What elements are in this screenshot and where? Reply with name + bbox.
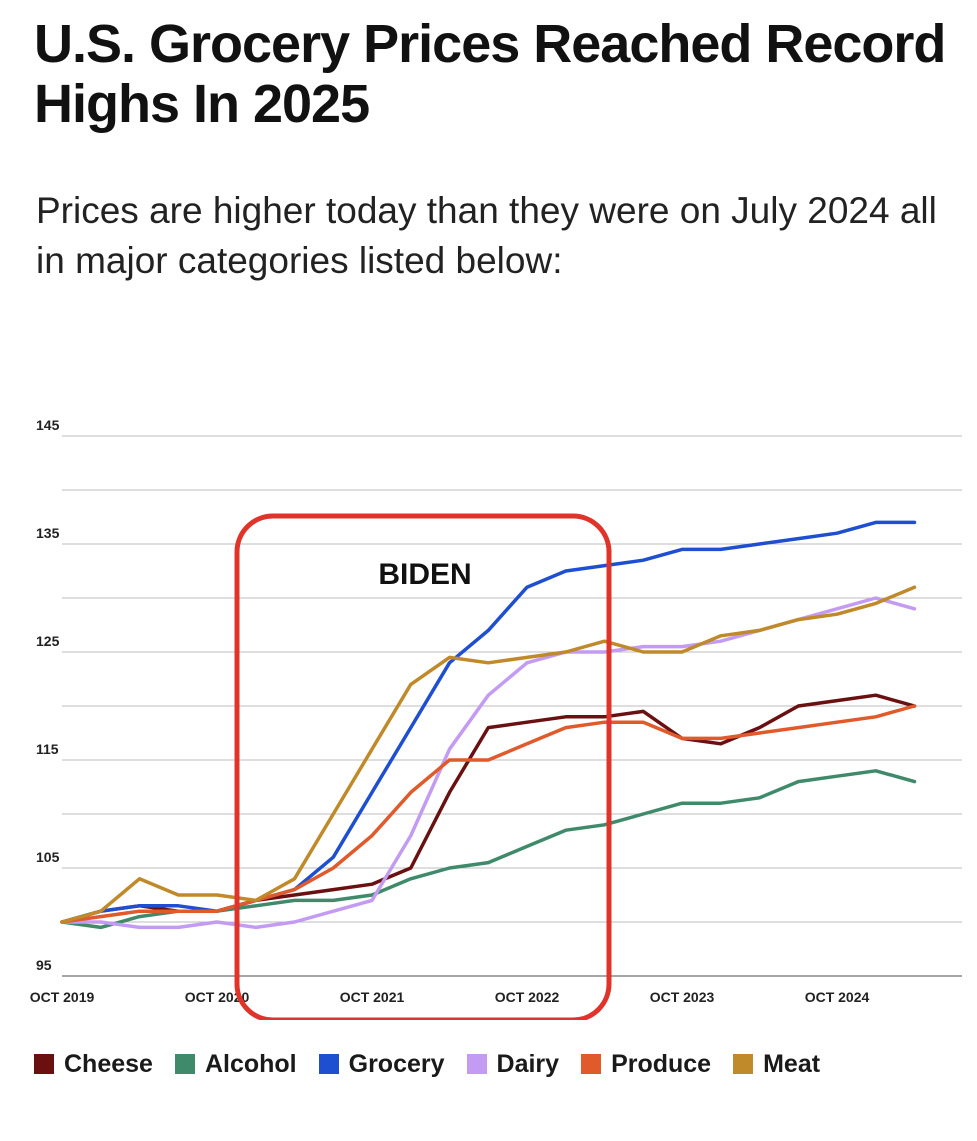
legend-swatch — [466, 1054, 487, 1074]
legend-swatch — [733, 1054, 754, 1074]
legend-item-cheese: Cheese — [34, 1050, 153, 1079]
legend-item-grocery: Grocery — [318, 1049, 445, 1079]
chart-title: U.S. Grocery Prices Reached Record Highs… — [34, 14, 946, 134]
legend-swatch — [318, 1054, 339, 1074]
legend-swatch — [174, 1054, 195, 1074]
series-line-alcohol — [60, 769, 917, 930]
legend-label: Produce — [611, 1049, 712, 1078]
biden-box — [234, 513, 612, 1020]
series-line-grocery — [60, 520, 917, 924]
series-lines — [60, 520, 917, 930]
x-tick-labels: OCT 2019 OCT 2020 OCT 2021 OCT 2022 OCT 2023… — [30, 989, 870, 1005]
legend-label: Dairy — [496, 1049, 560, 1078]
y-tick-label: 95 — [36, 957, 52, 973]
legend-item-meat: Meat — [733, 1050, 820, 1079]
x-tick-label: OCT 2023 — [650, 989, 715, 1005]
x-tick-label: OCT 2024 — [805, 989, 870, 1005]
series-line-produce — [60, 704, 917, 924]
y-tick-label: 125 — [36, 633, 60, 649]
legend-swatch — [34, 1054, 54, 1074]
biden-label: BIDEN — [378, 558, 471, 591]
chart-legend: Cheese Alcohol Grocery Dairy Produce Meat — [34, 1046, 842, 1082]
biden-annotation: BIDEN — [234, 513, 612, 1020]
legend-item-dairy: Dairy — [466, 1049, 560, 1079]
series-line-meat — [60, 585, 917, 924]
legend-label: Cheese — [64, 1049, 153, 1078]
y-tick-label: 105 — [36, 849, 60, 865]
x-tick-label: OCT 2019 — [30, 989, 95, 1005]
legend-item-alcohol: Alcohol — [174, 1049, 297, 1079]
y-tick-labels: 95 105 115 125 135 145 — [36, 417, 60, 973]
legend-item-produce: Produce — [581, 1050, 711, 1079]
series-line-dairy — [60, 596, 917, 930]
legend-swatch — [581, 1054, 602, 1074]
legend-label: Alcohol — [204, 1049, 297, 1078]
chart-subtitle: Prices are higher today than they were o… — [36, 190, 937, 281]
x-tick-label: OCT 2022 — [495, 989, 560, 1005]
y-tick-label: 115 — [36, 741, 59, 757]
x-tick-label: OCT 2021 — [340, 989, 405, 1005]
legend-label: Grocery — [348, 1049, 445, 1078]
x-tick-label: OCT 2020 — [185, 989, 250, 1005]
y-tick-label: 135 — [36, 525, 60, 541]
y-tick-label: 145 — [36, 417, 60, 433]
legend-label: Meat — [763, 1049, 821, 1078]
